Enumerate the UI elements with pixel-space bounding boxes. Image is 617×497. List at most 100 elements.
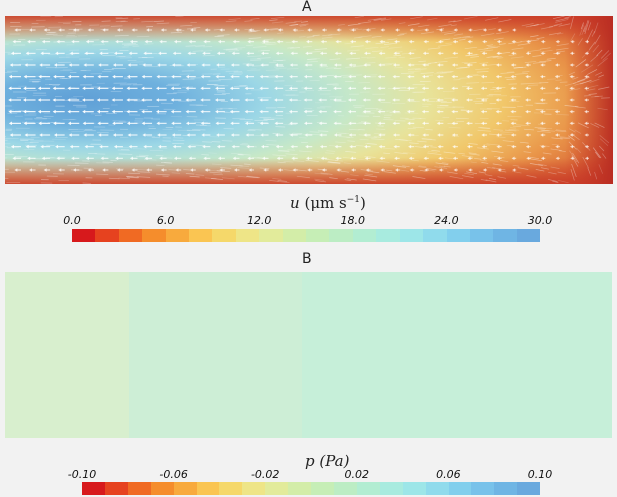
streamline bbox=[485, 17, 499, 21]
velocity-arrow bbox=[84, 51, 94, 56]
streamline bbox=[328, 145, 336, 147]
velocity-arrow bbox=[421, 109, 429, 114]
velocity-arrow bbox=[202, 51, 211, 56]
streamline bbox=[477, 147, 489, 150]
streamline bbox=[272, 154, 287, 157]
streamline bbox=[437, 44, 452, 47]
streamline bbox=[213, 173, 223, 176]
streamline bbox=[328, 161, 341, 164]
streamline bbox=[551, 143, 560, 146]
streamline bbox=[508, 41, 523, 45]
velocity-arrow bbox=[451, 63, 458, 67]
streamline bbox=[448, 20, 456, 23]
velocity-arrow bbox=[219, 168, 225, 172]
streamline bbox=[556, 32, 564, 35]
streamline bbox=[189, 175, 200, 178]
streamline bbox=[564, 16, 571, 19]
streamline bbox=[508, 129, 520, 131]
tick-label: -0.02 bbox=[250, 468, 280, 481]
velocity-arrow bbox=[496, 51, 502, 56]
velocity-arrow bbox=[289, 121, 298, 126]
velocity-arrow bbox=[496, 63, 502, 67]
streamline bbox=[526, 175, 537, 178]
velocity-arrow bbox=[422, 121, 429, 126]
velocity-arrow bbox=[497, 28, 502, 32]
velocity-arrow bbox=[229, 98, 240, 102]
velocity-arrow bbox=[27, 39, 36, 44]
streamline bbox=[507, 115, 522, 118]
streamline bbox=[536, 37, 545, 40]
velocity-arrow bbox=[365, 168, 371, 172]
velocity-arrow bbox=[38, 74, 51, 79]
velocity-arrow bbox=[378, 144, 386, 149]
colorbar-step bbox=[494, 482, 518, 495]
streamline bbox=[347, 140, 355, 142]
colorbar-step bbox=[282, 229, 307, 242]
streamline bbox=[195, 174, 205, 176]
streamline bbox=[582, 156, 589, 168]
streamline bbox=[485, 55, 500, 58]
streamline bbox=[277, 181, 290, 184]
streamline bbox=[419, 169, 426, 172]
streamline bbox=[234, 47, 246, 49]
velocity-arrow bbox=[584, 86, 589, 91]
velocity-arrow bbox=[14, 28, 21, 32]
velocity-arrow bbox=[569, 74, 575, 79]
velocity-arrow bbox=[216, 51, 225, 56]
streamline bbox=[387, 38, 398, 41]
streamline bbox=[468, 143, 478, 145]
streamline bbox=[473, 157, 482, 160]
colorbar-step bbox=[333, 482, 357, 495]
streamline bbox=[238, 153, 251, 156]
streamline bbox=[260, 41, 271, 44]
velocity-arrow bbox=[111, 98, 123, 102]
colorbar-step bbox=[425, 482, 449, 495]
streamline bbox=[492, 163, 502, 166]
streamline bbox=[136, 35, 150, 38]
streamline bbox=[552, 16, 565, 20]
streamline bbox=[248, 129, 262, 131]
velocity-arrow bbox=[288, 109, 298, 114]
streamline bbox=[185, 173, 195, 175]
velocity-arrow bbox=[247, 156, 255, 161]
streamline bbox=[398, 22, 406, 24]
velocity-arrow bbox=[495, 98, 502, 102]
streamline bbox=[444, 32, 456, 35]
velocity-arrow bbox=[510, 63, 517, 67]
velocity-arrow bbox=[480, 86, 488, 91]
velocity-arrow bbox=[52, 109, 65, 114]
streamline bbox=[486, 166, 496, 169]
colorbar-step bbox=[189, 229, 213, 242]
colorbar-step bbox=[402, 482, 426, 495]
velocity-arrow bbox=[98, 63, 109, 67]
streamline bbox=[136, 176, 151, 178]
streamline bbox=[470, 161, 477, 164]
velocity-arrow bbox=[230, 63, 240, 67]
velocity-arrow bbox=[292, 168, 298, 172]
velocity-arrow bbox=[289, 63, 298, 67]
streamline bbox=[493, 129, 503, 131]
velocity-arrow bbox=[230, 121, 240, 126]
velocity-arrow bbox=[363, 63, 371, 67]
streamline bbox=[328, 33, 341, 36]
streamline bbox=[464, 46, 478, 50]
tick-label: 0.0 bbox=[63, 214, 81, 227]
velocity-arrow bbox=[245, 63, 255, 67]
streamline bbox=[312, 34, 320, 37]
streamline bbox=[410, 16, 423, 20]
streamline bbox=[340, 170, 349, 173]
streamline bbox=[435, 162, 449, 165]
velocity-arrow bbox=[10, 51, 21, 56]
streamline bbox=[575, 106, 586, 109]
velocity-arrow bbox=[274, 74, 284, 79]
colorbar-step bbox=[376, 229, 400, 242]
velocity-arrow bbox=[82, 98, 94, 102]
streamline bbox=[433, 72, 447, 75]
streamline bbox=[225, 49, 238, 51]
streamline bbox=[431, 149, 440, 152]
velocity-arrow bbox=[436, 98, 444, 102]
streamline bbox=[548, 171, 557, 175]
velocity-arrow bbox=[23, 109, 36, 114]
streamline bbox=[266, 144, 279, 146]
streamline bbox=[409, 142, 419, 144]
